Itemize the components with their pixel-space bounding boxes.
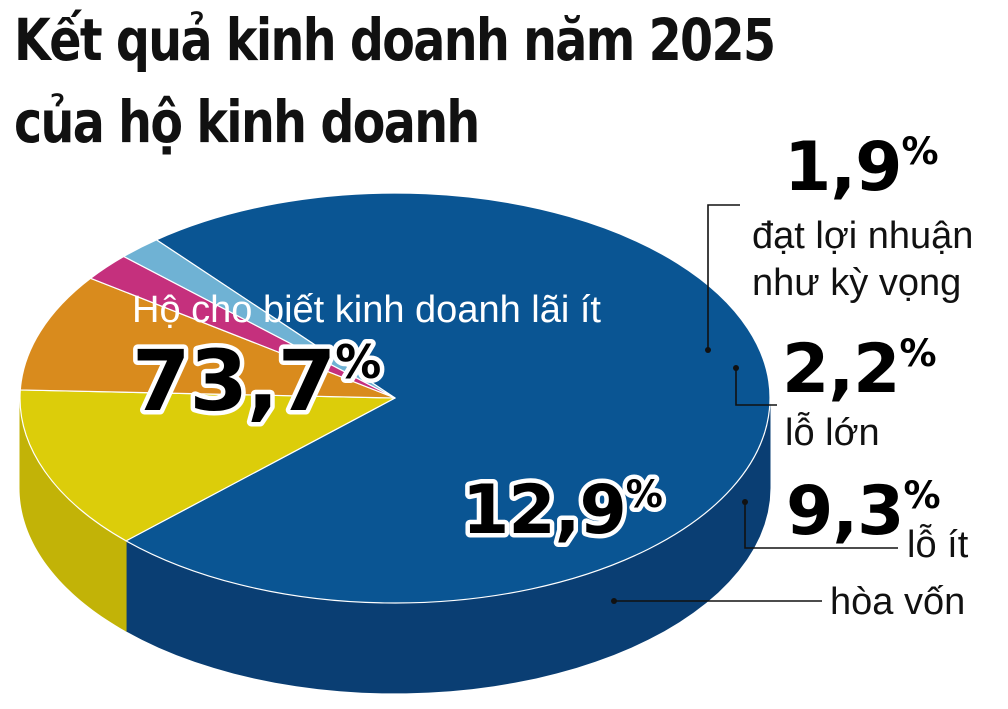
label-lai-it-text: Hộ cho biết kinh doanh lãi ít bbox=[132, 289, 601, 331]
pie-slice-dat-loi-nhuan bbox=[123, 239, 396, 399]
label-hoa-von-text: hòa vốn bbox=[830, 581, 965, 623]
pie-slice-lai-it bbox=[125, 192, 771, 604]
leader-dot-lo-it bbox=[742, 499, 748, 505]
leader-dot-dat-loi-nhuan bbox=[705, 347, 711, 353]
label-lo-lon-value: 2,2% bbox=[782, 330, 936, 409]
label-lai-it-value: 73,7% bbox=[132, 332, 380, 430]
chart-title-line-2: của hộ kinh doanh bbox=[14, 88, 480, 156]
leader-dot-lo-lon bbox=[733, 365, 739, 371]
pie-slice-hoa-von bbox=[19, 389, 396, 542]
label-lo-lon-text: lỗ lớn bbox=[785, 411, 880, 454]
label-dat-loi-nhuan-text-1: đạt lợi nhuận bbox=[752, 215, 973, 257]
leader-dot-hoa-von bbox=[611, 598, 617, 604]
pie-slices bbox=[19, 192, 771, 604]
leader-lines bbox=[611, 204, 898, 604]
label-dat-loi-nhuan-text-2: như kỳ vọng bbox=[752, 262, 961, 304]
label-hoa-von-value: 12,9% bbox=[462, 471, 662, 550]
label-lo-it-value: 9,3% bbox=[786, 472, 940, 551]
leader-dat-loi-nhuan bbox=[707, 204, 740, 350]
chart-title-line-1: Kết quả kinh doanh năm 2025 bbox=[14, 6, 776, 74]
leader-lo-lon bbox=[735, 368, 777, 406]
leader-lo-it bbox=[744, 502, 898, 549]
label-lo-it-text: lỗ ít bbox=[907, 523, 969, 566]
label-dat-loi-nhuan-value: 1,9% bbox=[784, 128, 938, 207]
pie-slice-lo-it bbox=[19, 277, 396, 399]
